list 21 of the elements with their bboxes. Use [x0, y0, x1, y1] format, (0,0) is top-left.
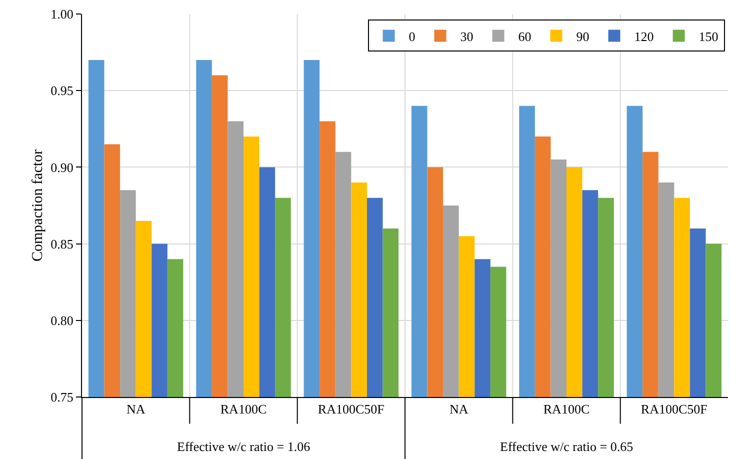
legend-label: 60: [518, 28, 532, 44]
x-tick-label: RA100C: [220, 402, 267, 417]
text: Effective w/c ratio = 0.65: [500, 439, 634, 454]
x-tick-label: RA100C50F: [318, 402, 384, 417]
y-tick-label: 1.00: [50, 6, 74, 22]
text: Effective w/c ratio = 1.06: [177, 439, 311, 454]
legend-label: 0: [408, 28, 416, 44]
y-axis-title: Compaction factor: [30, 149, 46, 262]
x-tick-label: NA: [449, 402, 469, 417]
x-tick-label: RA100C: [543, 402, 590, 417]
x-tick-label: RA100C50F: [640, 402, 708, 417]
legend-label: 120: [634, 28, 654, 44]
y-tick-label: 0.95: [50, 83, 74, 98]
y-tick-label: 0.85: [50, 236, 74, 252]
legend-label: 30: [460, 28, 474, 44]
y-tick-label: 0.90: [50, 160, 74, 175]
legend-label: 90: [576, 28, 590, 44]
x-tick-label: NA: [126, 402, 146, 417]
y-tick-label: 0.80: [50, 312, 74, 328]
y-tick-label: 0.75: [50, 390, 74, 405]
legend-label: 150: [698, 28, 718, 44]
